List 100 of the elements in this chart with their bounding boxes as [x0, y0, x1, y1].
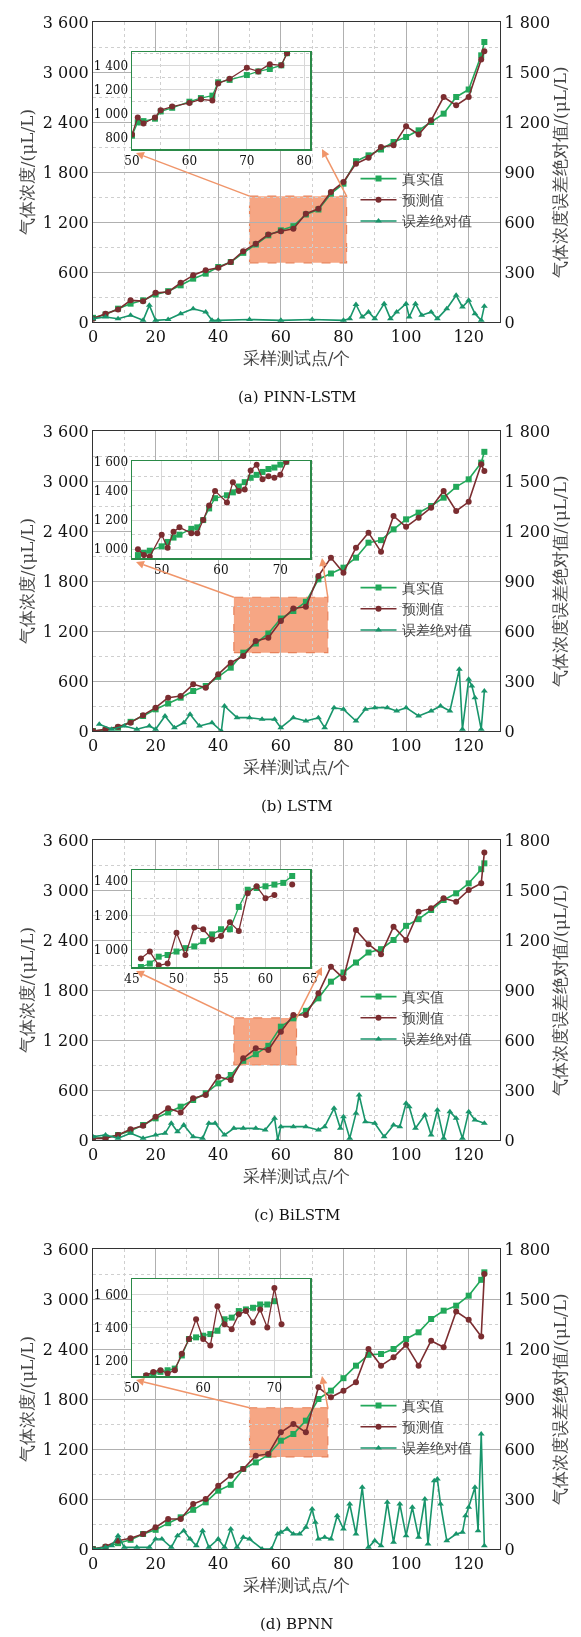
y-tick-label: 3 600 — [42, 421, 89, 441]
legend-label: 误差绝对值 — [401, 213, 472, 230]
x-axis-title: 采样测试点/个 — [242, 1165, 351, 1186]
y2-tick-label: 300 — [504, 1489, 535, 1509]
y-tick-label: 1 200 — [42, 1030, 89, 1050]
x-tick-label: 70 — [272, 562, 288, 577]
text: (b) LSTM — [261, 797, 333, 815]
y2-tick-label: 1 500 — [504, 1289, 551, 1309]
text: (a) PINN-LSTM — [238, 388, 357, 406]
y2-tick-label: 600 — [504, 212, 535, 232]
y-tick-label: 3 000 — [42, 471, 89, 491]
x-tick-label: 100 — [390, 327, 422, 347]
y-axis-title: 气体浓度/(μL/L) — [17, 517, 38, 645]
x-tick-label: 80 — [333, 1145, 354, 1165]
y-tick-label: 0 — [78, 312, 89, 332]
y-tick-label: 1 800 — [42, 980, 89, 1000]
y-tick-label: 3 600 — [42, 1239, 89, 1259]
y-tick-label: 1 200 — [42, 212, 89, 232]
x-tick-label: 60 — [270, 1145, 292, 1165]
y-tick-label: 3 000 — [42, 880, 89, 900]
y-tick-label: 1 800 — [42, 162, 89, 182]
x-tick-label: 70 — [239, 153, 255, 168]
x-tick-label: 50 — [124, 153, 140, 168]
y-tick-label: 600 — [58, 1489, 89, 1509]
x-tick-label: 50 — [124, 1380, 140, 1395]
y2-tick-label: 600 — [504, 621, 535, 641]
y2-tick-label: 1 200 — [504, 521, 551, 541]
y-tick-label: 2 400 — [42, 112, 89, 132]
y-tick-label: 2 400 — [42, 521, 89, 541]
x-tick-label: 20 — [145, 736, 166, 756]
y2-tick-label: 1 200 — [504, 112, 551, 132]
y-tick-label: 1 600 — [93, 454, 129, 469]
y2-tick-label: 1 800 — [504, 421, 551, 441]
y2-tick-label: 300 — [504, 1080, 535, 1100]
y2-tick-label: 0 — [504, 721, 515, 741]
x-tick-label: 120 — [453, 1145, 484, 1165]
x-axis-title: 采样测试点/个 — [242, 347, 351, 368]
y-tick-label: 1 200 — [42, 621, 89, 641]
y2-tick-label: 600 — [504, 1030, 535, 1050]
y2-tick-label: 1 500 — [504, 471, 551, 491]
y2-axis-title: 气体浓度误差绝对值/(μL/L) — [550, 66, 571, 278]
legend-label: 真实值 — [401, 1398, 444, 1415]
x-tick-label: 60 — [257, 971, 274, 986]
y-axis-title: 气体浓度/(μL/L) — [17, 1335, 38, 1463]
y-tick-label: 0 — [78, 721, 89, 741]
y-tick-label: 1 400 — [93, 1320, 129, 1335]
x-tick-label: 80 — [333, 1554, 354, 1574]
legend-label: 预测值 — [401, 192, 444, 209]
legend-label: 误差绝对值 — [401, 1440, 472, 1457]
y-tick-label: 1 200 — [93, 82, 129, 97]
x-tick-label: 60 — [270, 736, 292, 756]
x-tick-label: 80 — [333, 736, 354, 756]
x-axis-title: 采样测试点/个 — [242, 756, 351, 777]
y-tick-label: 1 400 — [93, 874, 129, 889]
y2-tick-label: 1 800 — [504, 12, 551, 32]
x-tick-label: 55 — [213, 971, 229, 986]
y-tick-label: 1 000 — [93, 542, 129, 557]
y-tick-label: 2 400 — [42, 930, 89, 950]
y2-tick-label: 1 200 — [504, 930, 551, 950]
x-tick-label: 20 — [145, 1145, 166, 1165]
legend-label: 误差绝对值 — [401, 622, 472, 639]
y2-tick-label: 0 — [504, 1130, 515, 1150]
y-tick-label: 600 — [58, 1080, 89, 1100]
y-tick-label: 3 000 — [42, 1289, 89, 1309]
y2-axis-title: 气体浓度误差绝对值/(μL/L) — [550, 1293, 571, 1505]
y2-tick-label: 900 — [504, 1389, 535, 1409]
y-tick-label: 1 800 — [42, 571, 89, 591]
legend-label: 预测值 — [401, 601, 444, 618]
y-tick-label: 800 — [105, 131, 129, 146]
y-tick-label: 3 600 — [42, 830, 89, 850]
y-tick-label: 1 000 — [93, 107, 129, 122]
legend-label: 真实值 — [401, 580, 444, 597]
legend-label: 误差绝对值 — [401, 1031, 472, 1048]
x-tick-label: 20 — [145, 1554, 166, 1574]
x-tick-label: 80 — [333, 327, 354, 347]
x-tick-label: 60 — [195, 1380, 211, 1395]
y-tick-label: 1 000 — [93, 943, 129, 958]
x-tick-label: 40 — [208, 736, 229, 756]
y-tick-label: 1 200 — [93, 513, 129, 528]
y2-tick-label: 900 — [504, 980, 535, 1000]
y-tick-label: 0 — [78, 1539, 89, 1559]
y2-tick-label: 300 — [504, 262, 535, 282]
x-tick-label: 60 — [213, 562, 229, 577]
legend-label: 真实值 — [401, 989, 444, 1006]
y-tick-label: 3 600 — [42, 12, 89, 32]
x-tick-label: 40 — [208, 1145, 229, 1165]
legend-label: 预测值 — [401, 1010, 444, 1027]
y2-tick-label: 1 200 — [504, 1339, 551, 1359]
y2-tick-label: 1 800 — [504, 1239, 551, 1259]
x-tick-label: 20 — [145, 327, 166, 347]
y2-tick-label: 1 800 — [504, 830, 551, 850]
legend-label: 真实值 — [401, 171, 444, 188]
x-tick-label: 100 — [390, 1145, 422, 1165]
y2-tick-label: 600 — [504, 1439, 535, 1459]
x-tick-label: 40 — [208, 327, 229, 347]
x-tick-label: 50 — [168, 971, 185, 986]
y2-tick-label: 1 500 — [504, 880, 551, 900]
y-tick-label: 2 400 — [42, 1339, 89, 1359]
x-tick-label: 70 — [266, 1380, 283, 1395]
x-tick-label: 60 — [270, 1554, 292, 1574]
